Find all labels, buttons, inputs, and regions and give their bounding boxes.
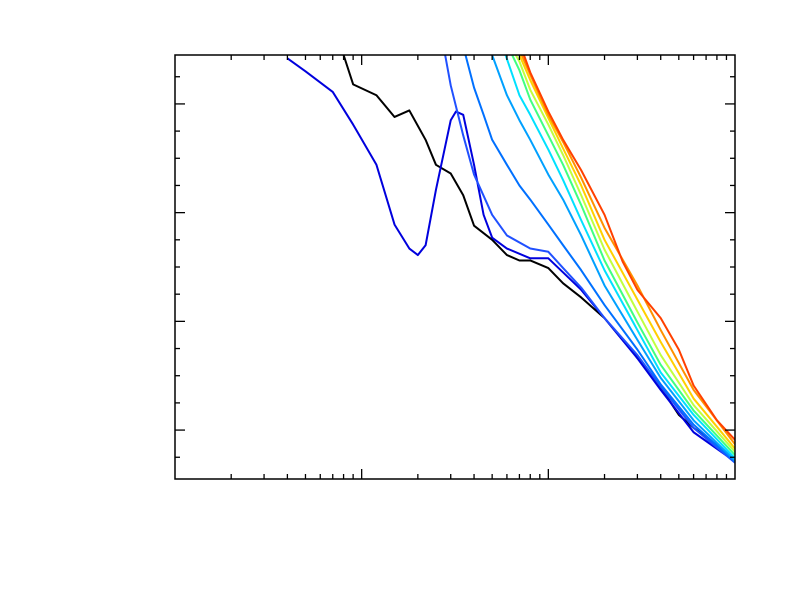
- data-line: [520, 55, 735, 445]
- data-line: [504, 55, 735, 460]
- plot-frame: [174, 54, 736, 480]
- data-line: [491, 55, 735, 462]
- plot-lines: [286, 55, 735, 464]
- ticks: [175, 55, 735, 479]
- data-line: [464, 55, 735, 463]
- data-line: [514, 55, 735, 453]
- data-line: [444, 55, 735, 464]
- data-line: [522, 55, 735, 441]
- data-line: [518, 55, 735, 450]
- data-line: [511, 55, 735, 456]
